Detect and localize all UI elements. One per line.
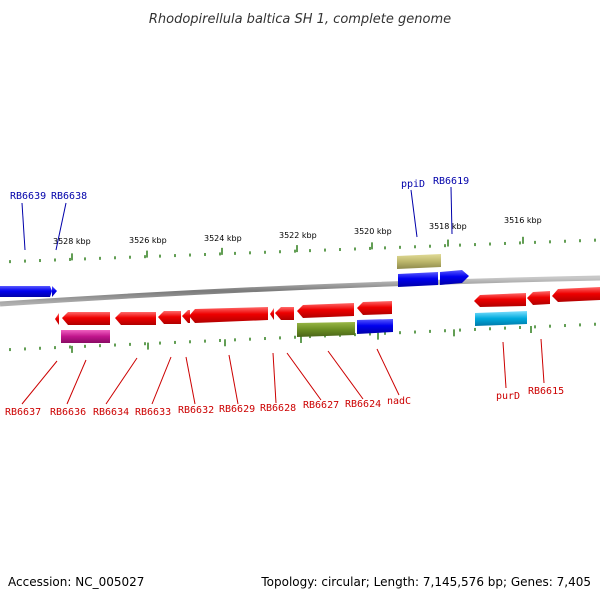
map-title: Rhodopirellula baltica SH 1, complete ge… xyxy=(149,12,451,27)
gene-label[interactable]: RB6632 xyxy=(178,405,214,416)
gene-label[interactable]: RB6637 xyxy=(5,407,41,418)
gene-label[interactable]: ppiD xyxy=(401,179,425,190)
gene-RB6637[interactable] xyxy=(55,313,59,325)
gene-label[interactable]: RB6627 xyxy=(303,400,339,411)
kbp-label: 3516 kbp xyxy=(504,216,542,225)
feature-RB6624-rna[interactable] xyxy=(297,322,355,337)
leader-RB6627 xyxy=(286,352,322,401)
gene-nadC[interactable] xyxy=(357,319,393,334)
gene-label[interactable]: RB6634 xyxy=(93,407,129,418)
gene-label[interactable]: RB6639 xyxy=(10,191,46,202)
leader-RB6619 xyxy=(450,186,453,235)
gene-label[interactable]: RB6633 xyxy=(135,407,171,418)
kbp-label: 3524 kbp xyxy=(204,234,242,243)
leader-RB6624 xyxy=(327,350,364,400)
kbp-label: 3518 kbp xyxy=(429,222,467,231)
kbp-label: 3522 kbp xyxy=(279,231,317,240)
gene-label[interactable]: RB6638 xyxy=(51,191,87,202)
kbp-label: 3528 kbp xyxy=(53,237,91,246)
gene-RB6634[interactable] xyxy=(115,312,156,325)
gene-RB6615[interactable] xyxy=(552,287,600,302)
gene-labels: RB6639 RB6638 ppiD RB6619 RB6637 RB6636 … xyxy=(5,176,564,418)
feature-RB6636-rna[interactable] xyxy=(61,330,110,343)
leader-nadC xyxy=(376,348,400,396)
scale-ticks xyxy=(9,236,596,353)
gene-label[interactable]: RB6629 xyxy=(219,404,255,415)
gene-ppiD[interactable] xyxy=(398,272,438,287)
gene-label[interactable]: RB6628 xyxy=(260,403,296,414)
leader-RB6634 xyxy=(105,357,138,405)
gene-RB6633[interactable] xyxy=(158,311,181,324)
gene-RB6628[interactable] xyxy=(275,307,294,320)
leader-RB6638 xyxy=(55,202,67,251)
gene-label[interactable]: purD xyxy=(496,391,520,402)
gene-RB6636[interactable] xyxy=(62,312,110,325)
gene-RB6628-a[interactable] xyxy=(270,308,274,320)
feature-ppiD-rna[interactable] xyxy=(397,254,441,269)
leader-ppiD xyxy=(410,189,418,238)
gene-label[interactable]: RB6619 xyxy=(433,176,469,187)
leader-RB6636 xyxy=(66,359,87,405)
leader-RB6633 xyxy=(151,356,172,405)
gene-RB6632[interactable] xyxy=(182,310,190,323)
gene-purD[interactable] xyxy=(527,291,550,305)
leader-RB6629 xyxy=(228,354,239,405)
reverse-features xyxy=(55,287,600,343)
gene-label[interactable]: nadC xyxy=(387,396,411,407)
gene-RB6624[interactable] xyxy=(357,301,392,315)
gene-RB6629[interactable] xyxy=(189,307,268,323)
kbp-label: 3526 kbp xyxy=(129,236,167,245)
genome-backbone xyxy=(0,275,600,307)
accession-text: Accession: NC_005027 xyxy=(8,575,144,589)
gene-RB6639[interactable] xyxy=(0,286,52,297)
gene-label[interactable]: RB6615 xyxy=(528,386,564,397)
gene-RB6619[interactable] xyxy=(440,270,469,285)
gene-RB6638[interactable] xyxy=(52,286,57,297)
scale-labels: 3528 kbp 3526 kbp 3524 kbp 3522 kbp 3520… xyxy=(53,216,542,246)
leader-purD xyxy=(502,341,507,389)
leader-RB6639 xyxy=(21,202,26,251)
leader-RB6628 xyxy=(272,352,277,404)
gene-RB6620[interactable] xyxy=(474,293,526,307)
label-leaders xyxy=(21,186,545,405)
leader-RB6637 xyxy=(21,360,58,405)
kbp-label: 3520 kbp xyxy=(354,227,392,236)
gene-label[interactable]: RB6624 xyxy=(345,399,381,410)
forward-features xyxy=(0,254,469,297)
leader-RB6632 xyxy=(185,356,196,405)
leader-RB6615 xyxy=(540,338,545,384)
topology-summary: Topology: circular; Length: 7,145,576 bp… xyxy=(260,575,591,589)
feature-purD-rna[interactable] xyxy=(475,311,527,326)
gene-label[interactable]: RB6636 xyxy=(50,407,86,418)
gene-RB6627[interactable] xyxy=(297,303,354,318)
